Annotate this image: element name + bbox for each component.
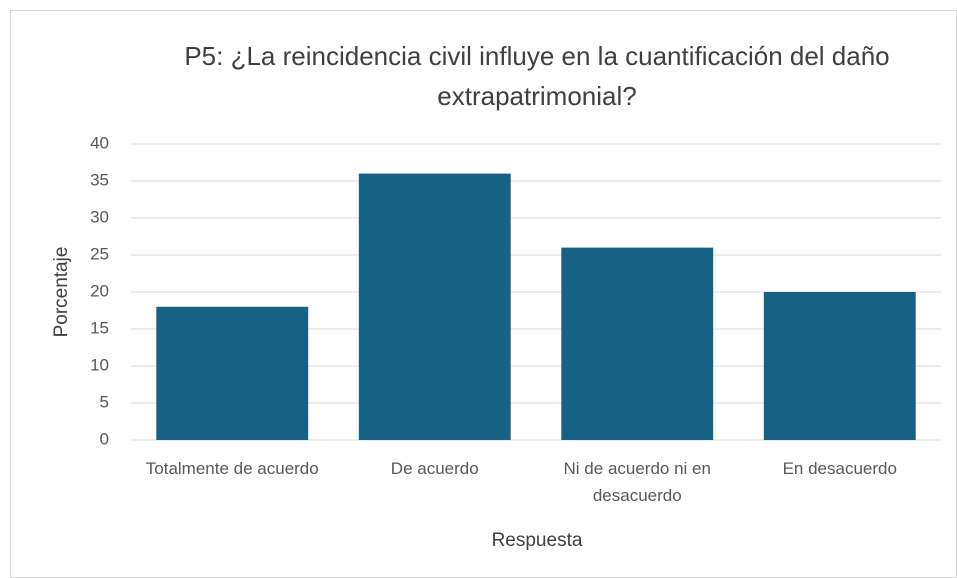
bar	[561, 247, 714, 440]
y-tick-label: 5	[100, 392, 109, 411]
x-tick-label: En desacuerdo	[783, 459, 897, 478]
y-tick-label: 35	[90, 170, 109, 189]
bar	[156, 306, 309, 440]
x-tick-label: Ni de acuerdo ni en desacuerdo	[564, 459, 711, 505]
y-tick-label: 20	[90, 281, 109, 300]
chart-title: P5: ¿La reincidencia civil influye en la…	[184, 41, 889, 111]
y-tick-label: 15	[90, 318, 109, 337]
y-axis-title: Porcentaje	[51, 247, 72, 338]
x-tick-label: Totalmente de acuerdo	[146, 459, 319, 478]
y-tick-label: 25	[90, 244, 109, 263]
y-tick-label: 0	[100, 429, 109, 448]
y-tick-label: 40	[90, 133, 109, 152]
x-axis-title: Respuesta	[492, 530, 583, 551]
bar	[358, 173, 511, 440]
bar	[763, 292, 916, 440]
y-tick-label: 30	[90, 207, 109, 226]
y-tick-label: 10	[90, 355, 109, 374]
x-tick-label: De acuerdo	[391, 459, 479, 478]
